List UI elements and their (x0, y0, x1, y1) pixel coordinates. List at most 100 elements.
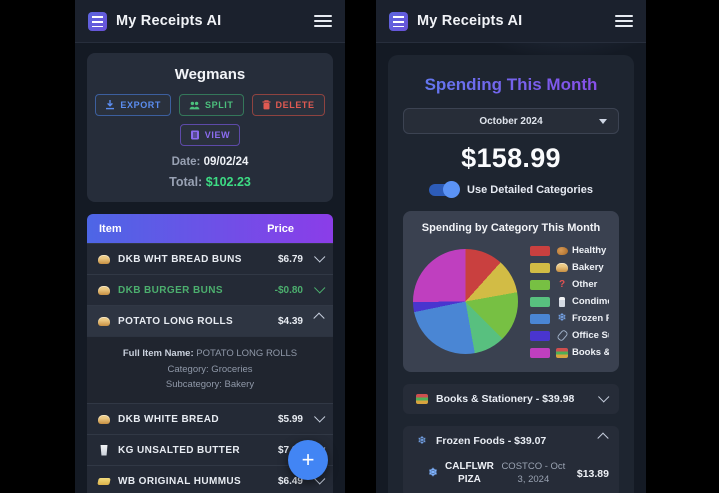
total-value: $102.23 (205, 175, 251, 189)
export-label: EXPORT (120, 100, 161, 110)
legend-label: Condiments & Spices (572, 296, 609, 307)
chevron-down-icon (599, 119, 607, 124)
split-label: SPLIT (205, 100, 234, 110)
category-accordion-label: Books & Stationery - $39.98 (436, 393, 575, 405)
date-label: Date: (171, 156, 201, 168)
legend-swatch (530, 313, 550, 324)
item-price: $4.39 (277, 315, 303, 327)
category-accordion: Books & Stationery - $39.98 (403, 384, 619, 414)
app-title: My Receipts AI (116, 13, 222, 29)
item-name: DKB BURGER BUNS (118, 284, 223, 296)
download-icon (106, 100, 115, 110)
paperclip-icon (556, 329, 568, 342)
category-accordion: Frozen Foods - $39.07 CALFLWR PIZA COSTCO … (403, 426, 619, 493)
legend-item[interactable]: Office Supplies (530, 329, 609, 342)
item-price: $6.79 (277, 253, 303, 265)
split-button[interactable]: SPLIT (179, 94, 244, 116)
legend-swatch (530, 262, 550, 273)
table-row[interactable]: DKB BURGER BUNS -$0.80 (87, 274, 333, 305)
app-title: My Receipts AI (417, 13, 523, 29)
legend-swatch (530, 330, 550, 341)
legend-item[interactable]: Healthy Snacks (530, 244, 609, 257)
legend-swatch (530, 347, 550, 358)
chart-title: Spending by Category This Month (421, 222, 601, 234)
entry-price: $13.89 (576, 467, 609, 480)
legend-label: Other (572, 279, 598, 290)
legend-label: Healthy Snacks (572, 245, 609, 256)
column-price: Price (267, 222, 294, 235)
books-icon (556, 346, 568, 359)
books-icon (415, 393, 429, 406)
legend-item[interactable]: Books & Stationery (530, 346, 609, 359)
table-header: Item Price (87, 214, 333, 243)
page-title: Spending This Month (403, 75, 619, 95)
legend-label: Office Supplies (572, 330, 609, 341)
category-chart-card: Spending by Category This Month Healthy … (403, 211, 619, 372)
entry-source: COSTCO - Oct 3, 2024 (501, 461, 566, 485)
pie-chart (413, 249, 518, 354)
month-total: $158.99 (461, 143, 561, 173)
receipt-detail-screen: My Receipts AI Wegmans EXPORT SPLIT DELE… (75, 0, 345, 493)
item-name: KG UNSALTED BUTTER (118, 444, 241, 456)
item-price: $5.99 (277, 413, 303, 425)
total-label: Total: (169, 175, 203, 189)
chevron-down-icon (314, 251, 326, 263)
receipt-total: Total: $102.23 (97, 175, 323, 189)
legend-item[interactable]: Condiments & Spices (530, 295, 609, 308)
delete-label: DELETE (275, 100, 315, 110)
legend-item[interactable]: Frozen Foods (530, 312, 609, 325)
month-selector-value: October 2024 (479, 115, 543, 127)
category-accordion-header[interactable]: Books & Stationery - $39.98 (403, 384, 619, 414)
toggle-label: Use Detailed Categories (467, 184, 593, 196)
export-button[interactable]: EXPORT (95, 94, 171, 116)
table-row[interactable]: POTATO LONG ROLLS $4.39 (87, 305, 333, 336)
detail-category: Category: Groceries (167, 363, 253, 375)
category-accordion-header[interactable]: Frozen Foods - $39.07 (403, 426, 619, 456)
item-name: DKB WHT BREAD BUNS (118, 253, 242, 265)
date-value: 09/02/24 (203, 156, 249, 168)
item-details: Full Item Name: POTATO LONG ROLLS Categor… (87, 336, 333, 404)
receipt-icon (190, 130, 199, 140)
chevron-down-icon (314, 282, 326, 294)
entry-name: CALFLWR PIZA (427, 461, 494, 486)
delete-button[interactable]: DELETE (251, 94, 325, 116)
legend-item[interactable]: Other (530, 278, 609, 291)
view-button[interactable]: VIEW (179, 124, 241, 146)
detail-full-name: Full Item Name: POTATO LONG ROLLS (122, 348, 298, 359)
legend-swatch (530, 279, 550, 290)
legend-label: Bakery (572, 262, 604, 273)
bread-icon (97, 413, 111, 426)
detail-subcategory: Subcategory: Bakery (165, 379, 255, 391)
item-name: DKB WHITE BREAD (118, 413, 219, 425)
app-bar: My Receipts AI (376, 0, 646, 43)
legend-swatch (530, 245, 550, 256)
store-name: Wegmans (174, 66, 246, 83)
items-table: Item Price DKB WHT BREAD BUNS $6.79 DKB BU… (87, 214, 333, 493)
detailed-categories-toggle[interactable] (429, 181, 461, 198)
table-row[interactable]: DKB WHITE BREAD $5.99 (87, 403, 333, 435)
column-item: Item (99, 222, 122, 235)
receipt-logo-icon (389, 11, 408, 31)
menu-icon[interactable] (314, 15, 332, 27)
add-receipt-button[interactable]: + (288, 440, 328, 480)
legend-label: Books & Stationery (572, 347, 609, 358)
detail-label: Full Item Name: (122, 348, 194, 359)
month-selector[interactable]: October 2024 (403, 108, 619, 134)
chevron-down-icon (598, 391, 610, 403)
app-bar: My Receipts AI (75, 0, 345, 43)
view-label: VIEW (204, 130, 231, 140)
bread-icon (97, 284, 111, 297)
item-price: $6.49 (277, 475, 303, 487)
receipt-card: Wegmans EXPORT SPLIT DELETE VIEW Date: (87, 53, 333, 202)
menu-icon[interactable] (615, 15, 633, 27)
chevron-down-icon (314, 411, 326, 423)
snowflake-icon (415, 435, 429, 448)
table-row[interactable]: DKB WHT BREAD BUNS $6.79 (87, 243, 333, 274)
bread-icon (97, 315, 111, 328)
category-accordion-label: Frozen Foods - $39.07 (436, 435, 547, 447)
legend-item[interactable]: Bakery (530, 261, 609, 274)
receipt-logo-icon (88, 11, 107, 31)
bread-icon (97, 253, 111, 266)
trash-icon (262, 100, 271, 110)
items-list: DKB WHT BREAD BUNS $6.79 DKB BURGER BUNS -$… (87, 243, 333, 493)
